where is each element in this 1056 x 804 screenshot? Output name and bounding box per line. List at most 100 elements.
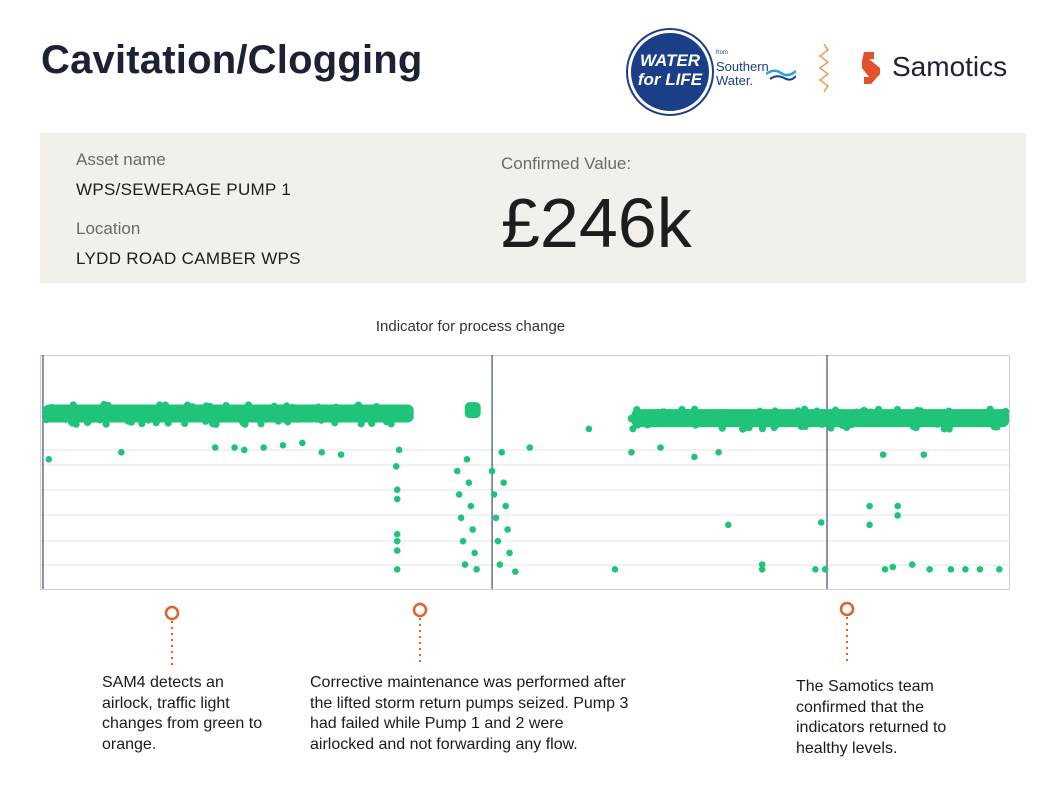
data-point bbox=[290, 404, 298, 412]
data-point bbox=[947, 565, 955, 573]
pin-2-icon bbox=[412, 602, 428, 663]
data-point bbox=[244, 401, 253, 409]
data-point bbox=[691, 453, 698, 461]
data-point bbox=[113, 411, 121, 419]
water-for-life-line2: for LIFE bbox=[637, 70, 703, 89]
data-point bbox=[945, 407, 953, 415]
data-point bbox=[490, 491, 498, 498]
data-point bbox=[395, 446, 403, 454]
data-point bbox=[741, 413, 749, 421]
data-point bbox=[212, 420, 220, 428]
data-point bbox=[585, 425, 593, 433]
data-point bbox=[827, 424, 835, 432]
data-point bbox=[504, 526, 511, 533]
data-point bbox=[260, 444, 267, 451]
data-point bbox=[945, 424, 953, 432]
data-point bbox=[71, 405, 79, 413]
data-point bbox=[901, 411, 909, 420]
data-point bbox=[88, 415, 96, 423]
data-point bbox=[393, 495, 401, 503]
southern-water-wave-icon bbox=[766, 69, 796, 81]
data-point bbox=[928, 412, 936, 420]
data-point bbox=[469, 526, 477, 533]
chart-title-row: Indicator for process change bbox=[0, 318, 1056, 335]
data-point bbox=[874, 405, 883, 413]
pin-1-icon bbox=[164, 605, 180, 666]
data-point bbox=[866, 502, 873, 510]
confirmed-value: £246k bbox=[501, 184, 692, 262]
location-label: Location bbox=[76, 219, 141, 238]
data-point bbox=[194, 411, 202, 420]
data-point bbox=[758, 565, 766, 573]
data-point bbox=[393, 486, 401, 494]
data-point bbox=[889, 563, 897, 571]
data-point bbox=[471, 549, 478, 557]
data-point bbox=[683, 408, 692, 417]
data-point bbox=[457, 514, 465, 522]
data-point bbox=[894, 419, 902, 427]
data-point bbox=[67, 418, 76, 426]
data-point bbox=[370, 412, 379, 420]
data-point bbox=[821, 565, 829, 573]
data-point bbox=[257, 420, 265, 428]
data-point bbox=[141, 412, 149, 420]
data-point bbox=[465, 479, 473, 486]
data-point bbox=[58, 408, 66, 416]
data-point bbox=[270, 402, 278, 410]
timeline-pin-2 bbox=[411, 601, 429, 670]
timeline-pin-3 bbox=[838, 600, 856, 669]
data-point bbox=[119, 408, 127, 416]
plot-area bbox=[40, 355, 1010, 590]
data-point bbox=[463, 456, 471, 463]
data-point bbox=[692, 421, 700, 429]
data-point bbox=[745, 424, 753, 432]
data-point bbox=[274, 417, 283, 425]
data-point bbox=[188, 411, 196, 419]
data-point bbox=[241, 420, 249, 428]
asset-info-panel: Asset name WPS/SEWERAGE PUMP 1 Location … bbox=[40, 133, 1026, 283]
data-point bbox=[293, 415, 301, 423]
pin-3-icon bbox=[839, 601, 855, 662]
page-title: Cavitation/Clogging bbox=[41, 38, 423, 82]
data-point bbox=[812, 565, 819, 573]
data-point bbox=[1002, 407, 1010, 416]
data-point bbox=[310, 410, 319, 418]
data-point bbox=[739, 425, 747, 433]
data-point bbox=[464, 402, 481, 419]
data-point bbox=[261, 408, 269, 417]
data-point bbox=[719, 408, 727, 417]
data-point bbox=[976, 565, 984, 573]
location-value: LYDD ROAD CAMBER WPS bbox=[76, 249, 301, 268]
water-for-life-logo: WATER for LIFE bbox=[628, 30, 712, 114]
data-point bbox=[638, 416, 647, 425]
data-point bbox=[373, 402, 381, 411]
data-point bbox=[986, 411, 994, 419]
data-point bbox=[678, 405, 686, 414]
data-point bbox=[152, 419, 160, 427]
data-point bbox=[219, 405, 227, 414]
data-point bbox=[453, 467, 461, 475]
data-point bbox=[703, 420, 712, 428]
data-point bbox=[118, 448, 125, 456]
data-point bbox=[663, 417, 671, 425]
data-point bbox=[772, 421, 780, 429]
data-point bbox=[866, 521, 873, 529]
data-point bbox=[633, 406, 641, 414]
data-point bbox=[208, 411, 216, 420]
data-point bbox=[839, 411, 848, 419]
southern-water-line1: Southern bbox=[716, 59, 769, 74]
data-point bbox=[368, 419, 376, 428]
data-point bbox=[818, 420, 826, 428]
data-point bbox=[473, 565, 480, 573]
data-point bbox=[634, 421, 642, 429]
data-point bbox=[380, 413, 388, 421]
water-for-life-line1: WATER bbox=[639, 51, 701, 70]
samotics-logo-text: Samotics bbox=[892, 51, 1008, 82]
data-point bbox=[920, 451, 928, 458]
data-point bbox=[993, 423, 1001, 431]
data-point bbox=[758, 561, 766, 568]
data-point bbox=[163, 407, 171, 415]
data-point bbox=[337, 451, 345, 458]
data-point bbox=[654, 408, 662, 417]
data-point bbox=[124, 413, 132, 421]
